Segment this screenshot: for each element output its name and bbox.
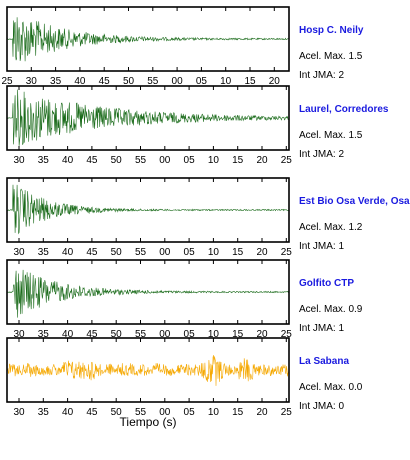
x-tick-label: 05	[184, 247, 196, 258]
max-acceleration-label: Acel. Max. 1.5	[299, 51, 363, 62]
x-tick-label: 55	[147, 76, 159, 87]
x-tick-label: 15	[232, 407, 244, 418]
x-tick-label: 00	[159, 247, 171, 258]
waveform-trace	[7, 269, 290, 318]
x-tick-label: 50	[111, 329, 123, 340]
jma-intensity-label: Int JMA: 1	[299, 241, 344, 252]
x-tick-label: 40	[62, 155, 74, 166]
x-tick-label: 50	[123, 76, 135, 87]
x-tick-label: 15	[232, 329, 244, 340]
panel-frame	[6, 85, 290, 151]
seismogram-panel: 30 35 40 45 50 55 00 05 10 15 20 25 Est Bio Osa Verd…	[6, 177, 410, 258]
x-tick-label: 25	[281, 329, 293, 340]
panel-frame	[6, 6, 290, 72]
station-name: La Sabana	[299, 356, 349, 367]
jma-intensity-label: Int JMA: 2	[299, 70, 344, 81]
x-tick-label: 15	[244, 76, 256, 87]
x-tick-label: 40	[62, 247, 74, 258]
seismogram-panel: 30 35 40 45 50 55 00 05 10 15 20 25 Laurel, Corredor…	[6, 85, 389, 166]
x-tick-label: 10	[208, 155, 220, 166]
jma-intensity-label: Int JMA: 0	[299, 401, 344, 412]
station-name: Laurel, Corredores	[299, 104, 389, 115]
x-tick-label: 15	[232, 247, 244, 258]
station-name: Est Bio Osa Verde, Osa	[299, 196, 410, 207]
x-tick-label: 20	[269, 76, 281, 87]
x-tick-label: 30	[13, 407, 25, 418]
max-acceleration-label: Acel. Max. 0.9	[299, 304, 363, 315]
x-tick-label: 55	[135, 155, 147, 166]
x-tick-label: 50	[111, 247, 123, 258]
waveform-trace	[6, 89, 290, 146]
x-tick-label: 35	[38, 155, 50, 166]
seismogram-panel: 30 35 40 45 50 55 00 05 10 15 20 25 Golfito CTP Acel.…	[6, 259, 363, 340]
x-tick-label: 10	[208, 407, 220, 418]
x-tick-label: 25	[1, 76, 13, 87]
x-tick-label: 15	[232, 155, 244, 166]
x-tick-label: 10	[208, 247, 220, 258]
x-tick-label: 25	[281, 155, 293, 166]
x-tick-label: 25	[281, 247, 293, 258]
x-tick-label: 20	[256, 155, 268, 166]
x-tick-label: 45	[86, 329, 98, 340]
x-tick-label: 50	[111, 155, 123, 166]
max-acceleration-label: Acel. Max. 1.5	[299, 130, 363, 141]
max-acceleration-label: Acel. Max. 1.2	[299, 222, 363, 233]
x-tick-label: 40	[62, 329, 74, 340]
x-tick-label: 30	[13, 155, 25, 166]
jma-intensity-label: Int JMA: 1	[299, 323, 344, 334]
waveform-trace	[6, 355, 290, 386]
x-tick-label: 10	[208, 329, 220, 340]
x-tick-label: 55	[135, 247, 147, 258]
x-tick-label: 05	[196, 76, 208, 87]
panel-frame	[6, 259, 290, 325]
x-tick-label: 20	[256, 329, 268, 340]
x-tick-label: 25	[281, 407, 293, 418]
x-tick-label: 50	[111, 407, 123, 418]
x-tick-label: 05	[184, 407, 196, 418]
seismogram-panel: 25 30 35 40 45 50 55 00 05 10 15 20 Hosp C. Neily Ace…	[1, 6, 364, 87]
x-tick-label: 30	[13, 247, 25, 258]
station-name: Golfito CTP	[299, 278, 354, 289]
x-tick-label: 05	[184, 329, 196, 340]
x-tick-label: 40	[74, 76, 86, 87]
waveform-trace	[6, 17, 290, 62]
x-tick-label: 35	[38, 407, 50, 418]
x-tick-label: 55	[135, 407, 147, 418]
panel-frame	[6, 337, 290, 403]
x-tick-label: 45	[86, 247, 98, 258]
jma-intensity-label: Int JMA: 2	[299, 149, 344, 160]
x-tick-label: 45	[86, 155, 98, 166]
panel-frame	[6, 177, 290, 243]
x-tick-label: 45	[86, 407, 98, 418]
x-tick-label: 45	[99, 76, 111, 87]
station-name: Hosp C. Neily	[299, 25, 364, 36]
x-tick-label: 00	[159, 329, 171, 340]
seismogram-panel: 30 35 40 45 50 55 00 05 10 15 20 25 La Sabana Acel. M…	[6, 337, 363, 418]
x-tick-label: 00	[159, 155, 171, 166]
x-tick-label: 35	[50, 76, 62, 87]
x-tick-label: 10	[220, 76, 232, 87]
x-tick-label: 05	[184, 155, 196, 166]
x-tick-label: 55	[135, 329, 147, 340]
x-tick-label: 40	[62, 407, 74, 418]
x-tick-label: 20	[256, 407, 268, 418]
x-tick-label: 20	[256, 247, 268, 258]
x-tick-label: 00	[159, 407, 171, 418]
x-tick-label: 30	[26, 76, 38, 87]
x-tick-label: 35	[38, 247, 50, 258]
x-tick-label: 30	[13, 329, 25, 340]
x-tick-label: 35	[38, 329, 50, 340]
x-axis-label: Tiempo (s)	[120, 415, 177, 429]
x-tick-label: 00	[172, 76, 184, 87]
waveform-trace	[6, 184, 290, 235]
max-acceleration-label: Acel. Max. 0.0	[299, 382, 363, 393]
